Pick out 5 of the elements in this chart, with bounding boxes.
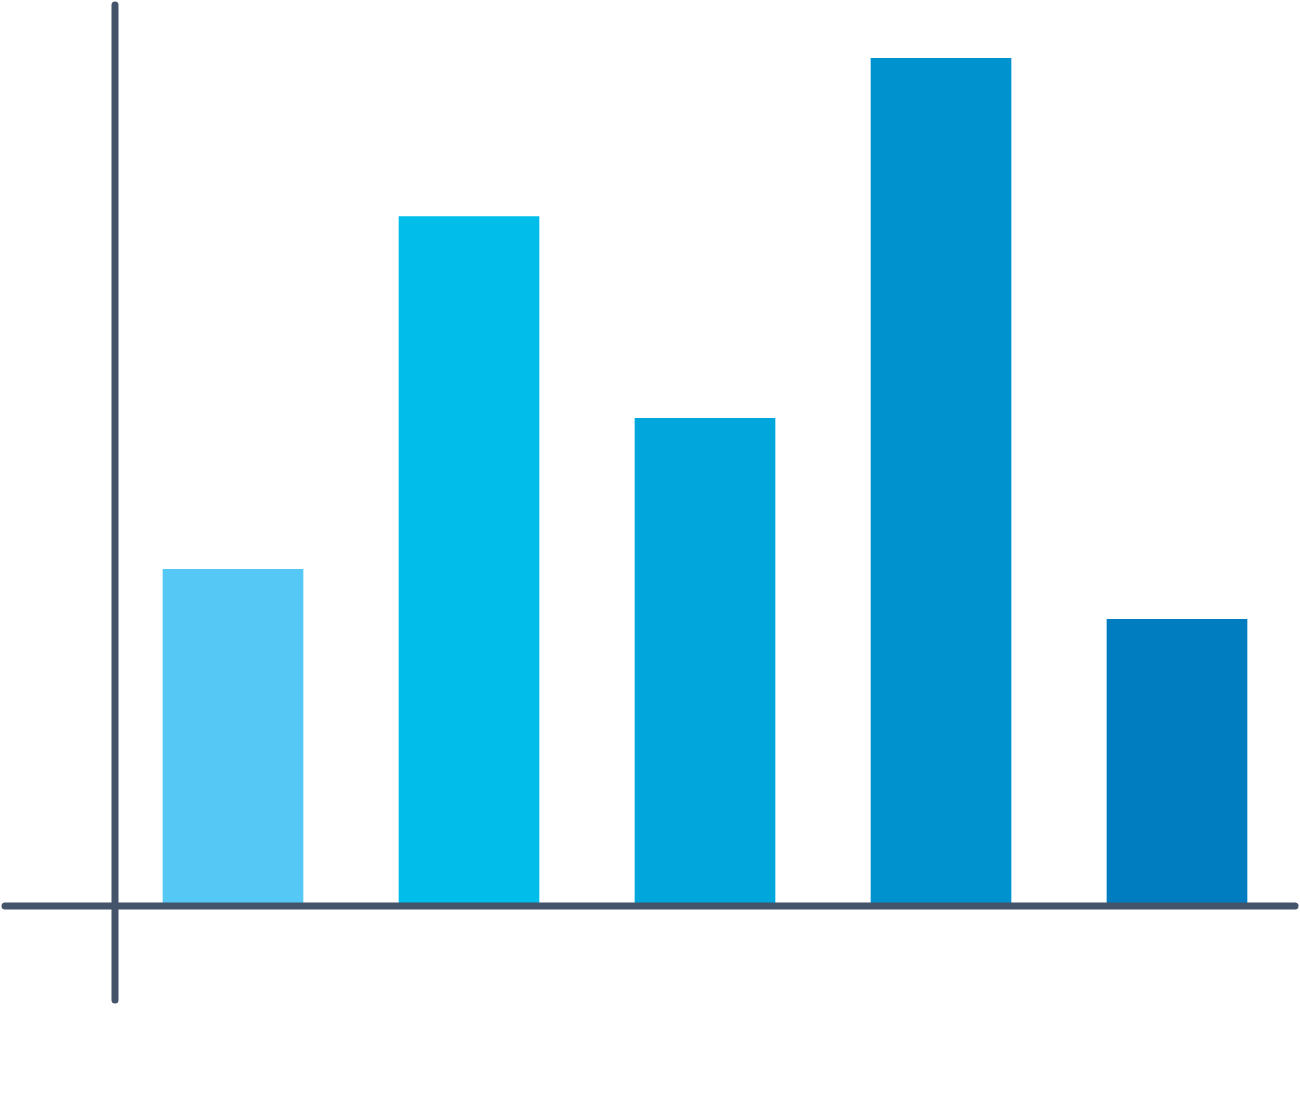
bar <box>634 418 776 906</box>
bar <box>870 58 1012 906</box>
bar <box>162 569 304 906</box>
bar <box>1106 619 1248 906</box>
bar <box>398 216 540 906</box>
